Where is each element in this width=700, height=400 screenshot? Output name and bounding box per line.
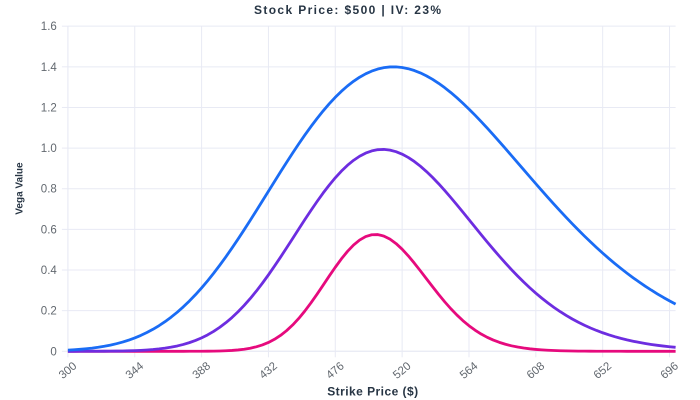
svg-text:Stock Price: $500 | IV: 23%: Stock Price: $500 | IV: 23% — [254, 3, 442, 17]
svg-text:0: 0 — [50, 346, 56, 358]
svg-text:0.8: 0.8 — [41, 184, 57, 196]
svg-text:1.4: 1.4 — [41, 62, 58, 74]
svg-text:0.2: 0.2 — [41, 306, 57, 318]
svg-text:Strike Price ($): Strike Price ($) — [327, 385, 418, 399]
svg-text:0.6: 0.6 — [41, 224, 57, 236]
svg-text:0.4: 0.4 — [41, 265, 58, 277]
svg-text:1.0: 1.0 — [41, 143, 57, 155]
svg-text:Vega Value: Vega Value — [15, 162, 26, 215]
svg-text:1.6: 1.6 — [41, 21, 57, 33]
svg-text:1.2: 1.2 — [41, 102, 57, 114]
